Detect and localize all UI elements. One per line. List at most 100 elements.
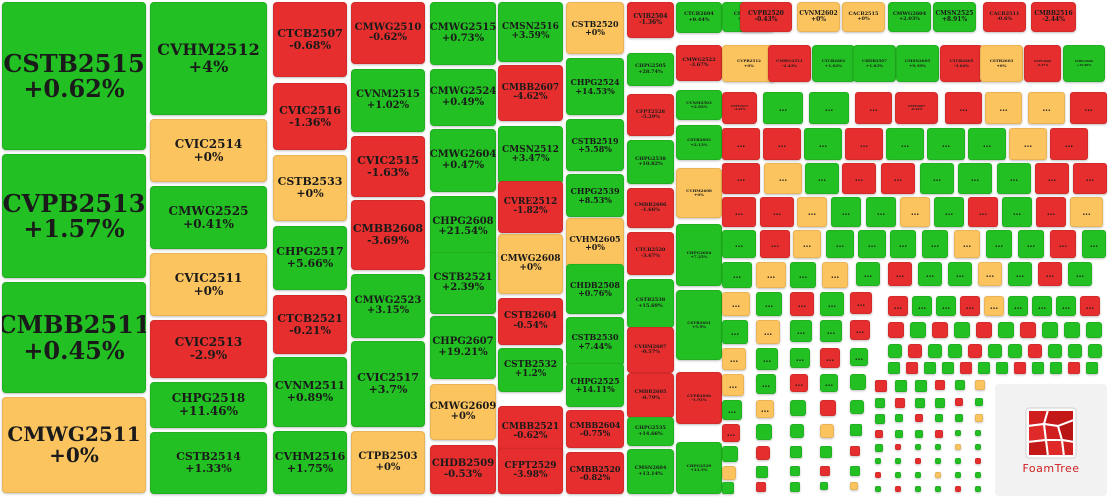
tile-unlabeled[interactable]	[1048, 344, 1062, 358]
tile-unlabeled[interactable]	[975, 444, 981, 450]
tile-cstb2533[interactable]: CSTB2533 +0%	[273, 155, 347, 221]
tile-unlabeled[interactable]	[895, 472, 901, 478]
tile-unlabeled[interactable]: ...	[1073, 163, 1107, 194]
tile-unlabeled[interactable]	[850, 482, 858, 490]
tile-unlabeled[interactable]: ...	[764, 163, 802, 194]
tile-unlabeled[interactable]: ...	[881, 163, 915, 194]
tile-cmsn2516[interactable]: CMSN2516 +3.59%	[498, 2, 563, 62]
tile-unlabeled[interactable]	[942, 362, 954, 374]
tile-cvhm2608[interactable]: CVHM2608 +0%	[676, 168, 722, 218]
tile-unlabeled[interactable]	[875, 458, 881, 464]
tile-cstb2603[interactable]: CSTB2603 +2.13%	[676, 125, 722, 160]
tile-cmwg2511[interactable]: CMWG2511 +0%	[2, 397, 146, 493]
tile-unlabeled[interactable]: ...	[756, 400, 774, 418]
tile-unlabeled[interactable]	[895, 430, 903, 438]
tile-cstb2515[interactable]: CSTB2515 +0.62%	[2, 2, 146, 150]
tile-unlabeled[interactable]: ...	[1028, 92, 1065, 124]
tile-cmbb2608[interactable]: CMBB2608 -3.69%	[351, 200, 425, 270]
tile-unlabeled[interactable]: ...	[1008, 296, 1028, 316]
tile-unlabeled[interactable]: ...	[960, 296, 980, 316]
tile-cmwg2604[interactable]: CMWG2604 +2.03%	[888, 2, 931, 32]
tile-unlabeled[interactable]	[722, 482, 734, 494]
tile-unlabeled[interactable]: ...	[722, 424, 740, 442]
tile-unlabeled[interactable]: ...	[722, 348, 746, 370]
tile-unlabeled[interactable]	[895, 380, 907, 392]
tile-unlabeled[interactable]: ...	[1009, 128, 1047, 160]
tile-unlabeled[interactable]: ...	[760, 230, 790, 258]
tile-unlabeled[interactable]	[820, 466, 830, 476]
tile-unlabeled[interactable]	[955, 380, 965, 390]
tile-unlabeled[interactable]	[935, 472, 941, 478]
tile-cmwg2522[interactable]: CMWG2522 -3.67%	[676, 45, 722, 81]
tile-unlabeled[interactable]	[722, 466, 736, 480]
tile-cstb2538[interactable]: CSTB2538 +15.69%	[627, 279, 674, 328]
tile-unlabeled[interactable]	[790, 482, 800, 492]
tile-ctcb2521[interactable]: CTCB2521 -0.21%	[273, 295, 347, 354]
tile-chpg2606[interactable]: CHPG2606 +10.86%	[1063, 45, 1105, 82]
tile-unlabeled[interactable]	[722, 446, 738, 462]
tile-unlabeled[interactable]	[895, 486, 901, 492]
tile-unlabeled[interactable]: ...	[922, 230, 948, 258]
tile-unlabeled[interactable]	[975, 458, 981, 464]
tile-unlabeled[interactable]	[915, 430, 923, 438]
tile-unlabeled[interactable]: ...	[722, 374, 744, 396]
tile-unlabeled[interactable]	[908, 344, 922, 358]
tile-unlabeled[interactable]: ...	[912, 296, 932, 316]
tile-cmsn2605[interactable]: CMSN2605 +9.39%	[896, 45, 939, 82]
tile-chpg2505[interactable]: CHPG2505 +28.74%	[627, 53, 674, 86]
tile-unlabeled[interactable]: ...	[1082, 230, 1106, 258]
tile-unlabeled[interactable]: ...	[918, 262, 942, 286]
tile-unlabeled[interactable]	[955, 458, 961, 464]
tile-unlabeled[interactable]	[875, 444, 883, 452]
tile-unlabeled[interactable]	[790, 424, 804, 438]
tile-unlabeled[interactable]	[1020, 322, 1036, 338]
tile-unlabeled[interactable]: ...	[936, 296, 956, 316]
tile-unlabeled[interactable]: ...	[722, 320, 748, 344]
tile-unlabeled[interactable]	[1032, 362, 1044, 374]
tile-unlabeled[interactable]	[960, 362, 972, 374]
tile-unlabeled[interactable]	[955, 398, 963, 406]
tile-unlabeled[interactable]: ...	[809, 92, 849, 124]
tile-cmwg2609[interactable]: CMWG2609 +0%	[430, 384, 496, 440]
tile-ctcb2605[interactable]: CTCB2605 -3.64%	[940, 45, 983, 82]
tile-unlabeled[interactable]	[790, 446, 802, 458]
tile-unlabeled[interactable]	[888, 362, 900, 374]
tile-unlabeled[interactable]: ...	[756, 320, 780, 344]
tile-unlabeled[interactable]: ...	[945, 92, 982, 124]
tile-chpg2535[interactable]: CHPG2535 +14.66%	[627, 417, 674, 446]
tile-unlabeled[interactable]: ...	[1080, 296, 1100, 316]
tile-cfpt2528[interactable]: CFPT2528 -5.29%	[627, 94, 674, 136]
tile-cstb2521[interactable]: CSTB2521 +2.39%	[430, 252, 496, 314]
tile-unlabeled[interactable]	[875, 472, 881, 478]
tile-unlabeled[interactable]	[935, 444, 941, 450]
tile-chpg2518[interactable]: CHPG2518 +11.46%	[150, 382, 267, 428]
foamtree-logo[interactable]: FoamTree	[995, 384, 1107, 496]
tile-chpg2608[interactable]: CHPG2608 +21.54%	[430, 196, 496, 258]
tile-cvhm2516[interactable]: CVHM2516 +1.75%	[273, 431, 347, 494]
tile-cmsn2512[interactable]: CMSN2512 +3.47%	[498, 126, 563, 184]
tile-unlabeled[interactable]	[850, 374, 866, 390]
tile-cvpb2513[interactable]: CVPB2513 +1.57%	[2, 154, 146, 278]
tile-unlabeled[interactable]: ...	[826, 230, 854, 258]
tile-unlabeled[interactable]	[955, 486, 961, 492]
tile-unlabeled[interactable]	[996, 362, 1008, 374]
tile-unlabeled[interactable]	[906, 362, 918, 374]
tile-unlabeled[interactable]: ...	[958, 163, 992, 194]
tile-unlabeled[interactable]	[915, 458, 921, 464]
tile-unlabeled[interactable]	[935, 458, 941, 464]
tile-cmbb2520[interactable]: CMBB2520 -0.82%	[566, 452, 624, 494]
tile-unlabeled[interactable]	[915, 486, 921, 492]
tile-cvic2516[interactable]: CVIC2516 -1.36%	[273, 83, 347, 150]
tile-cmwg2604[interactable]: CMWG2604 +0.47%	[430, 129, 496, 192]
tile-unlabeled[interactable]: ...	[858, 230, 886, 258]
tile-cmbb2607[interactable]: CMBB2607 -4.62%	[498, 65, 563, 121]
tile-unlabeled[interactable]: ...	[820, 320, 842, 342]
tile-unlabeled[interactable]	[875, 430, 883, 438]
tile-unlabeled[interactable]: ...	[805, 163, 839, 194]
tile-cvre2512[interactable]: CVRE2512 -1.82%	[498, 181, 563, 233]
tile-unlabeled[interactable]: ...	[1038, 262, 1062, 286]
tile-unlabeled[interactable]	[955, 414, 963, 422]
tile-unlabeled[interactable]	[915, 380, 927, 392]
tile-chpg2607[interactable]: CHPG2607 +19.21%	[430, 316, 496, 379]
tile-unlabeled[interactable]	[850, 400, 864, 414]
